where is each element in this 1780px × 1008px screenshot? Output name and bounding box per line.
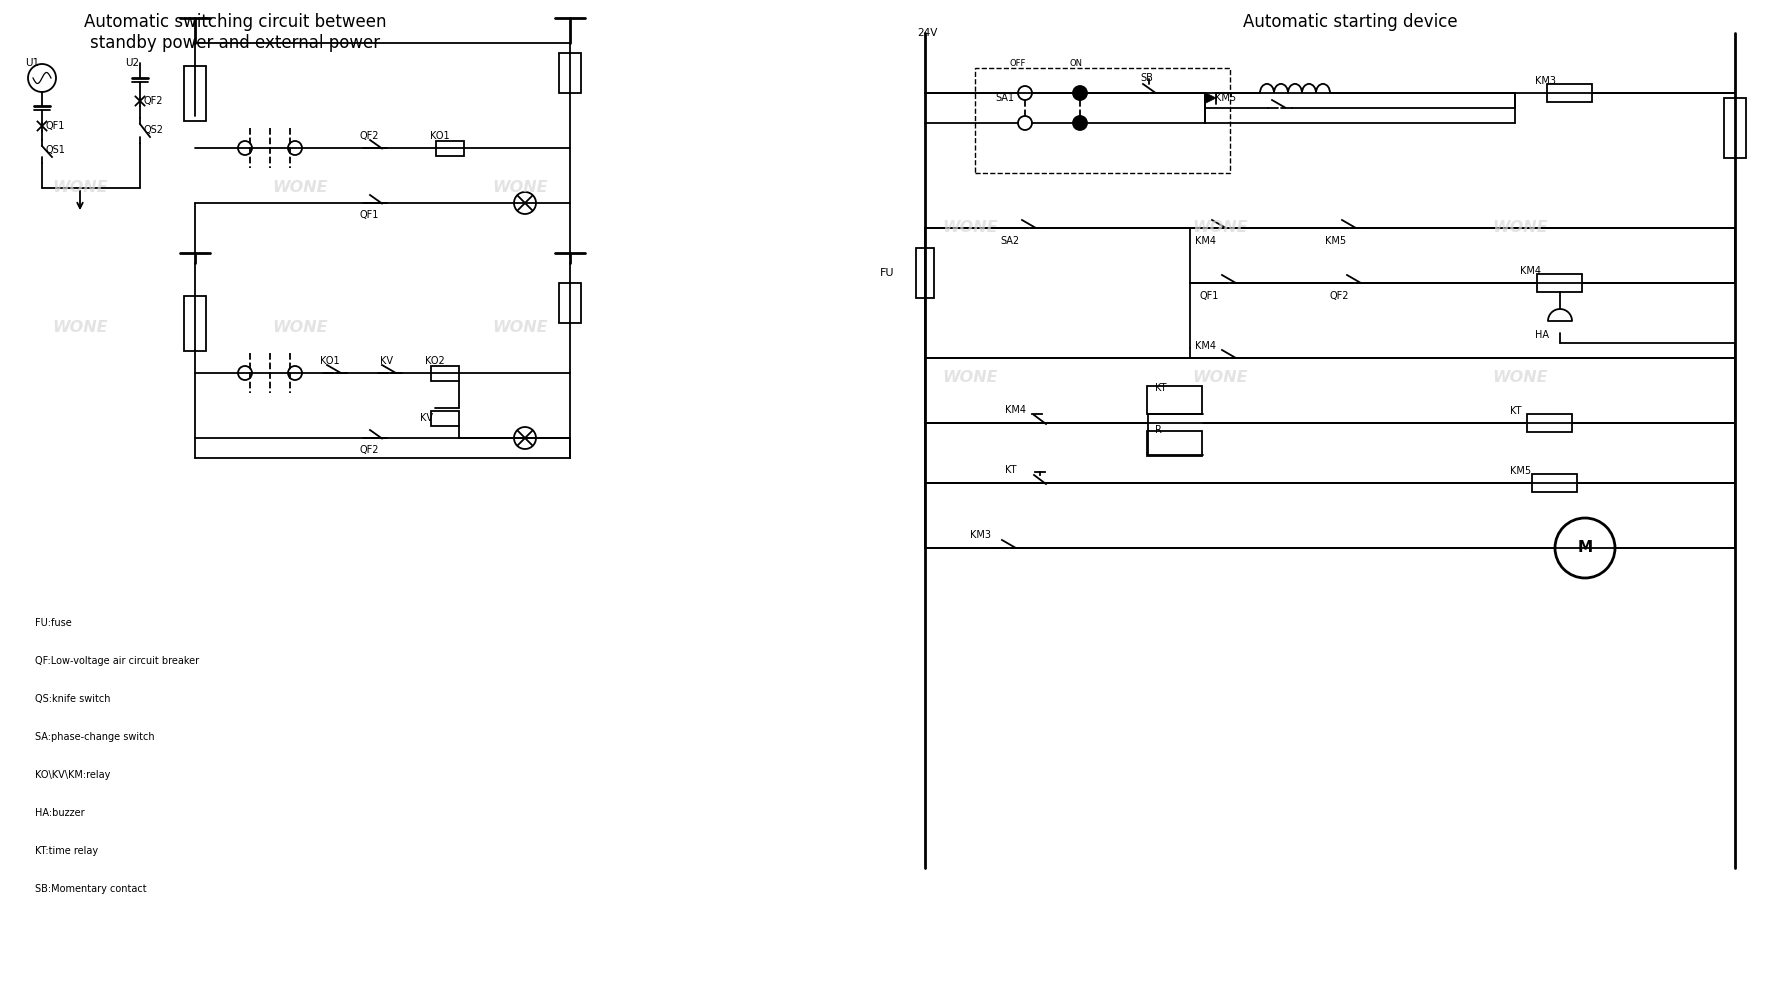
Circle shape bbox=[1072, 86, 1086, 100]
Bar bbox=[915, 248, 933, 298]
Text: QF:Low-voltage air circuit breaker: QF:Low-voltage air circuit breaker bbox=[36, 656, 199, 666]
Bar bbox=[1527, 414, 1572, 432]
Text: KM3: KM3 bbox=[1534, 76, 1556, 86]
Text: QF2: QF2 bbox=[1330, 291, 1349, 301]
Circle shape bbox=[239, 366, 251, 380]
Circle shape bbox=[288, 141, 303, 155]
Text: KM3: KM3 bbox=[970, 530, 990, 540]
Text: WONE: WONE bbox=[52, 180, 107, 196]
Circle shape bbox=[239, 141, 251, 155]
Circle shape bbox=[1018, 86, 1031, 100]
Text: WONE: WONE bbox=[272, 180, 328, 196]
Bar bbox=[431, 366, 459, 380]
Text: KM5: KM5 bbox=[1509, 466, 1531, 476]
Text: KO1: KO1 bbox=[429, 131, 449, 141]
Text: KV: KV bbox=[420, 413, 433, 423]
Text: FU: FU bbox=[879, 268, 894, 278]
Text: QS2: QS2 bbox=[144, 125, 164, 135]
Text: WONE: WONE bbox=[1492, 371, 1547, 385]
Text: KT: KT bbox=[1155, 383, 1166, 393]
Text: KM4: KM4 bbox=[1518, 266, 1540, 276]
Bar bbox=[1547, 84, 1591, 102]
Circle shape bbox=[288, 366, 303, 380]
Text: Automatic starting device: Automatic starting device bbox=[1242, 13, 1456, 31]
Text: HA:buzzer: HA:buzzer bbox=[36, 808, 85, 818]
Text: WONE: WONE bbox=[1191, 371, 1248, 385]
Polygon shape bbox=[1205, 93, 1216, 104]
Text: QF2: QF2 bbox=[144, 96, 164, 106]
Text: HA: HA bbox=[1534, 330, 1549, 340]
Circle shape bbox=[514, 427, 536, 449]
Bar bbox=[1146, 386, 1202, 414]
Text: QF1: QF1 bbox=[46, 121, 66, 131]
Text: WONE: WONE bbox=[942, 221, 997, 236]
Text: KM4: KM4 bbox=[1194, 341, 1216, 351]
Text: WONE: WONE bbox=[491, 321, 548, 336]
Bar bbox=[431, 410, 459, 425]
Text: QF1: QF1 bbox=[360, 210, 379, 220]
Text: SA:phase-change switch: SA:phase-change switch bbox=[36, 732, 155, 742]
Text: KO\KV\KM:relay: KO\KV\KM:relay bbox=[36, 770, 110, 780]
Text: Automatic switching circuit between
standby power and external power: Automatic switching circuit between stan… bbox=[84, 13, 386, 51]
Circle shape bbox=[514, 192, 536, 214]
Text: WONE: WONE bbox=[1191, 221, 1248, 236]
Text: KO2: KO2 bbox=[425, 356, 445, 366]
Text: KV: KV bbox=[379, 356, 393, 366]
Text: WONE: WONE bbox=[52, 321, 107, 336]
Text: WONE: WONE bbox=[491, 180, 548, 196]
Text: KT: KT bbox=[1004, 465, 1016, 475]
Text: ON: ON bbox=[1070, 58, 1082, 68]
Text: KT:time relay: KT:time relay bbox=[36, 846, 98, 856]
Text: KO1: KO1 bbox=[320, 356, 340, 366]
Bar bbox=[1146, 430, 1202, 456]
Text: KM4: KM4 bbox=[1004, 405, 1025, 415]
Text: KM5: KM5 bbox=[1214, 93, 1235, 103]
Text: 24V: 24V bbox=[917, 28, 936, 38]
Text: QF2: QF2 bbox=[360, 445, 379, 455]
Text: QS:knife switch: QS:knife switch bbox=[36, 694, 110, 704]
Text: M: M bbox=[1577, 540, 1591, 555]
Text: WONE: WONE bbox=[272, 321, 328, 336]
Text: SB:Momentary contact: SB:Momentary contact bbox=[36, 884, 146, 894]
Circle shape bbox=[28, 64, 55, 92]
Text: SA2: SA2 bbox=[999, 236, 1018, 246]
Text: SA1: SA1 bbox=[995, 93, 1013, 103]
Bar bbox=[559, 283, 580, 323]
Text: KM4: KM4 bbox=[1194, 236, 1216, 246]
Bar bbox=[183, 66, 206, 121]
Text: WONE: WONE bbox=[942, 371, 997, 385]
Text: QF2: QF2 bbox=[360, 131, 379, 141]
Text: U1: U1 bbox=[25, 58, 39, 68]
Text: FU:fuse: FU:fuse bbox=[36, 618, 71, 628]
Bar bbox=[974, 68, 1230, 173]
Circle shape bbox=[1018, 116, 1031, 130]
Circle shape bbox=[1554, 518, 1614, 578]
Bar bbox=[559, 53, 580, 93]
Bar bbox=[1536, 274, 1582, 292]
Bar bbox=[1723, 98, 1744, 158]
Circle shape bbox=[1072, 116, 1086, 130]
Bar bbox=[1531, 474, 1577, 492]
Text: KM5: KM5 bbox=[1324, 236, 1346, 246]
Text: KT: KT bbox=[1509, 406, 1520, 416]
Text: QF1: QF1 bbox=[1200, 291, 1219, 301]
Text: WONE: WONE bbox=[1492, 221, 1547, 236]
Text: R: R bbox=[1155, 425, 1161, 435]
Text: U2: U2 bbox=[125, 58, 139, 68]
Text: OFF: OFF bbox=[1009, 58, 1025, 68]
Bar bbox=[183, 295, 206, 351]
Text: QS1: QS1 bbox=[46, 145, 66, 155]
Bar bbox=[436, 140, 465, 155]
Text: SB: SB bbox=[1139, 73, 1152, 83]
